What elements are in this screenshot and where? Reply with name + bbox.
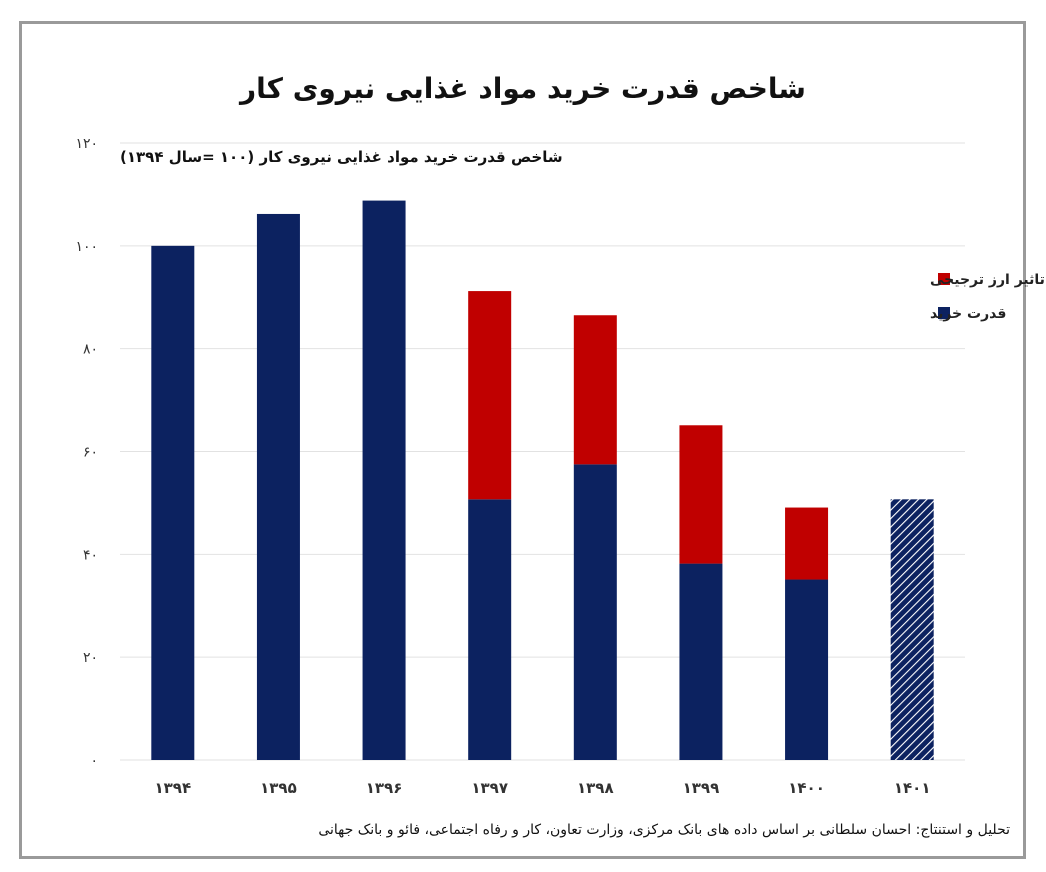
legend-label: تاثیر ارز ترجیحی bbox=[930, 272, 1045, 288]
bar-preferential-fx-effect bbox=[468, 291, 512, 500]
bar-purchasing-power bbox=[362, 200, 406, 760]
y-tick-label: ۴۰ bbox=[83, 547, 98, 563]
bar-preferential-fx-effect bbox=[679, 425, 723, 564]
x-tick-label: ۱۳۹۷ bbox=[471, 779, 508, 797]
legend-swatch bbox=[938, 307, 950, 319]
y-tick-label: ۱۰۰ bbox=[75, 239, 98, 255]
bar-purchasing-power bbox=[468, 499, 512, 760]
bar-purchasing-power bbox=[573, 464, 617, 760]
source-note: تحلیل و استنتاج: احسان سلطانی بر اساس دا… bbox=[318, 822, 1010, 838]
x-tick-label: ۱۳۹۵ bbox=[260, 779, 297, 797]
bar-purchasing-power bbox=[785, 579, 829, 760]
x-tick-label: ۱۳۹۶ bbox=[366, 779, 403, 797]
x-tick-label: ۱۳۹۴ bbox=[155, 779, 192, 797]
x-tick-label: ۱۴۰۱ bbox=[894, 779, 931, 797]
bar-preferential-fx-effect bbox=[785, 507, 829, 580]
y-tick-label: ۸۰ bbox=[83, 342, 98, 358]
x-tick-label: ۱۳۹۸ bbox=[577, 779, 614, 797]
bar-purchasing-power bbox=[890, 499, 934, 760]
legend-label: قدرت خرید bbox=[930, 306, 1006, 322]
bar-purchasing-power bbox=[151, 245, 195, 761]
bar-purchasing-power bbox=[256, 213, 300, 760]
y-tick-label: ۱۲۰ bbox=[75, 136, 98, 152]
legend-swatch bbox=[938, 273, 950, 285]
x-tick-label: ۱۳۹۹ bbox=[683, 779, 720, 797]
bar-purchasing-power bbox=[679, 563, 723, 760]
y-tick-label: ۰ bbox=[90, 753, 98, 769]
y-tick-label: ۶۰ bbox=[83, 445, 98, 461]
x-tick-label: ۱۴۰۰ bbox=[788, 779, 825, 797]
chart-title: شاخص قدرت خرید مواد غذایی نیروی کار bbox=[240, 72, 806, 105]
y-tick-label: ۲۰ bbox=[83, 650, 98, 666]
bar-preferential-fx-effect bbox=[573, 315, 617, 465]
chart-subtitle: شاخص قدرت خرید مواد غذایی نیروی کار (۱۰۰… bbox=[120, 148, 563, 166]
